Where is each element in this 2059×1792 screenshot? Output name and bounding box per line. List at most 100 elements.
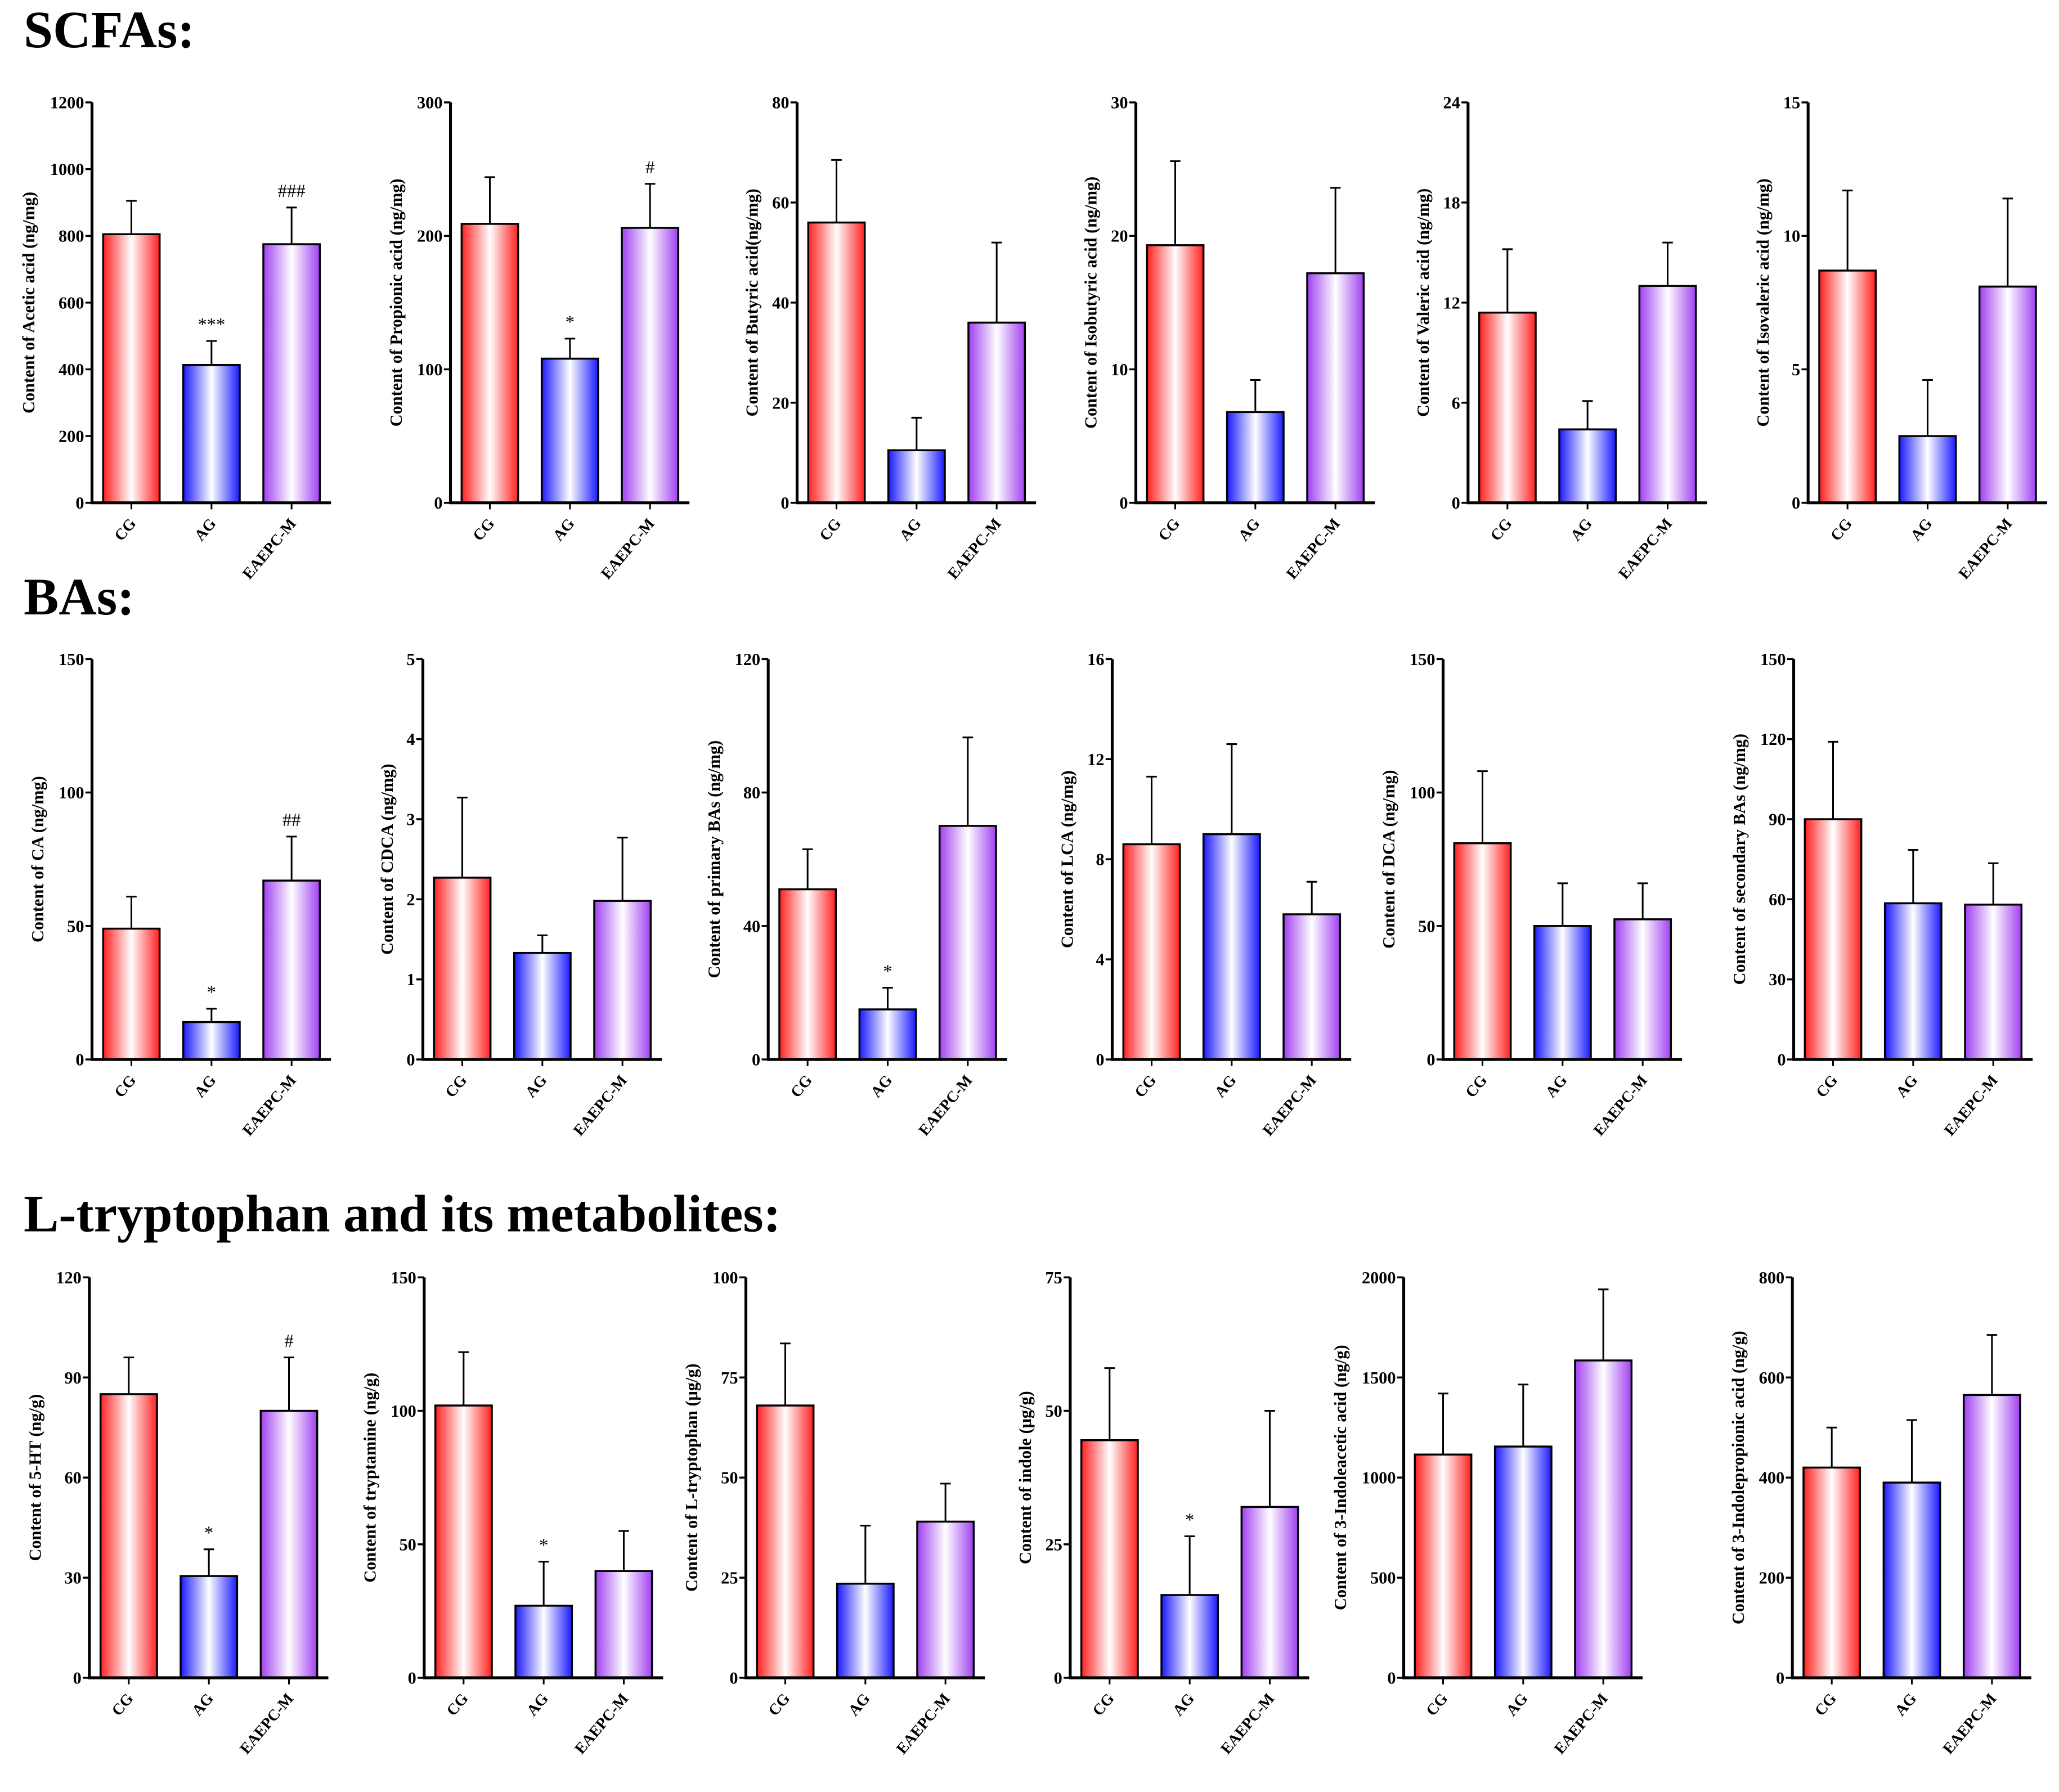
y-tick-label: 18 bbox=[1443, 193, 1460, 212]
x-tick-label: CG bbox=[816, 515, 845, 544]
bar-eaepc-m bbox=[1574, 1359, 1633, 1679]
bar-cg bbox=[102, 927, 161, 1061]
x-tick-label: CG bbox=[787, 1072, 816, 1101]
x-tick-label: AG bbox=[1567, 515, 1596, 544]
bar-eaepc-m bbox=[1306, 272, 1365, 504]
x-tick-label: CG bbox=[469, 515, 498, 544]
bar-ag bbox=[887, 449, 946, 504]
x-tick-label: EAEPC-M bbox=[239, 515, 300, 583]
y-tick-label: 200 bbox=[59, 427, 84, 446]
bar-chart: CG * AG EAEPC-M 0 50 100 150 Content of tryptami… bbox=[360, 1268, 663, 1758]
x-tick-label: EAEPC-M bbox=[1590, 1072, 1651, 1139]
bar-eaepc-m bbox=[1282, 913, 1342, 1061]
bar-cg bbox=[778, 888, 837, 1061]
y-tick-label: 600 bbox=[1759, 1368, 1785, 1387]
bar-chart: CG *** AG ### EAEPC-M 0 200 400 600 800 1000 1200 Co… bbox=[19, 93, 331, 583]
y-axis-label: Content of tryptamine (ng/g) bbox=[360, 1373, 379, 1583]
x-tick-label: CG bbox=[443, 1690, 472, 1719]
y-tick-label: 0 bbox=[75, 493, 84, 513]
y-tick-label: 50 bbox=[1046, 1402, 1062, 1421]
bar-cg bbox=[1453, 842, 1512, 1061]
bar-eaepc-m bbox=[593, 900, 652, 1061]
bar-eaepc-m bbox=[1978, 285, 2037, 504]
y-tick-label: 20 bbox=[1111, 227, 1128, 246]
x-tick-label: AG bbox=[1891, 1690, 1920, 1719]
y-tick-label: 300 bbox=[417, 93, 443, 113]
bar-eaepc-m bbox=[594, 1570, 653, 1679]
y-axis-label: Content of DCA (ng/mg) bbox=[1379, 770, 1398, 949]
y-axis-label: Content of 3-Indolepropionic acid (ng/g) bbox=[1729, 1331, 1748, 1624]
y-tick-label: 24 bbox=[1443, 93, 1460, 113]
y-tick-label: 0 bbox=[408, 1669, 416, 1688]
y-axis-label: Content of 3-Indoleacetic acid (ng/g) bbox=[1331, 1345, 1350, 1610]
bar-cg bbox=[1478, 311, 1537, 504]
x-tick-label: EAEPC-M bbox=[570, 1072, 631, 1139]
bar-ag bbox=[1226, 411, 1285, 504]
x-tick-label: AG bbox=[896, 515, 925, 544]
bar-cg bbox=[433, 877, 492, 1061]
y-tick-label: 10 bbox=[1783, 227, 1800, 246]
y-tick-label: 4 bbox=[406, 730, 415, 749]
x-tick-label: EAEPC-M bbox=[239, 1072, 300, 1139]
significance-label: ### bbox=[278, 181, 306, 201]
y-tick-label: 150 bbox=[391, 1268, 416, 1287]
bar-eaepc-m bbox=[1964, 904, 2023, 1061]
bar-eaepc-m bbox=[1962, 1394, 2021, 1679]
y-axis-label: Content of Isobutyric acid (ng/mg) bbox=[1082, 177, 1101, 429]
x-tick-label: AG bbox=[550, 515, 578, 544]
bar-cg bbox=[99, 1393, 158, 1679]
x-tick-label: EAEPC-M bbox=[1259, 1072, 1320, 1139]
x-tick-label: AG bbox=[1907, 515, 1936, 544]
y-tick-label: 50 bbox=[67, 917, 84, 936]
y-axis-label: Content of Isovaleric acid (ng/mg) bbox=[1753, 178, 1773, 426]
bar-eaepc-m bbox=[916, 1520, 975, 1679]
x-tick-label: CG bbox=[1811, 1690, 1840, 1719]
y-tick-label: 0 bbox=[434, 493, 442, 513]
bar-chart: CG AG EAEPC-M 0 20 40 60 80 Content of Butyric a… bbox=[743, 93, 1037, 583]
bar-ag bbox=[180, 1575, 239, 1679]
significance-label: * bbox=[204, 1523, 213, 1543]
x-tick-label: EAEPC-M bbox=[1217, 1690, 1278, 1758]
bar-ag bbox=[858, 1008, 917, 1061]
y-tick-label: 100 bbox=[417, 360, 443, 379]
bar-chart: CG AG EAEPC-M 0 4 8 12 16 Content of LCA (ng/mg) bbox=[1058, 650, 1352, 1139]
bar-ag bbox=[513, 951, 572, 1061]
bar-eaepc-m bbox=[1638, 285, 1697, 504]
y-tick-label: 150 bbox=[1760, 650, 1786, 669]
bar-ag bbox=[1160, 1594, 1219, 1679]
x-tick-label: AG bbox=[845, 1690, 874, 1719]
y-axis-label: Content of indole (μg/g) bbox=[1016, 1391, 1035, 1564]
x-tick-label: AG bbox=[1503, 1690, 1532, 1719]
y-tick-label: 400 bbox=[59, 360, 84, 379]
bar-eaepc-m bbox=[621, 227, 680, 504]
x-tick-label: CG bbox=[1131, 1072, 1160, 1101]
y-axis-label: Content of Butyric acid(ng/mg) bbox=[743, 188, 762, 416]
x-tick-label: CG bbox=[1423, 1690, 1451, 1719]
y-tick-label: 600 bbox=[59, 293, 84, 312]
y-tick-label: 100 bbox=[59, 783, 84, 802]
bar-cg bbox=[102, 233, 161, 504]
bar-ag bbox=[836, 1583, 895, 1679]
bar-eaepc-m bbox=[1240, 1506, 1299, 1679]
bar-ag bbox=[1533, 925, 1592, 1061]
y-tick-label: 90 bbox=[1769, 810, 1786, 829]
y-tick-label: 5 bbox=[406, 650, 415, 669]
y-tick-label: 50 bbox=[400, 1535, 416, 1554]
y-tick-label: 25 bbox=[1046, 1535, 1062, 1554]
bar-eaepc-m bbox=[259, 1409, 319, 1679]
bar-chart: CG AG EAEPC-M 0 50 100 150 Content of DCA (ng/m… bbox=[1379, 650, 1683, 1139]
y-tick-label: 25 bbox=[721, 1569, 738, 1588]
y-axis-label: Content of 5-HT (ng/g) bbox=[25, 1394, 44, 1561]
significance-label: * bbox=[566, 312, 575, 333]
y-tick-label: 0 bbox=[1054, 1669, 1062, 1688]
y-tick-label: 0 bbox=[1119, 493, 1128, 513]
y-tick-label: 500 bbox=[1370, 1569, 1396, 1588]
y-tick-label: 50 bbox=[721, 1468, 738, 1488]
significance-label: # bbox=[284, 1331, 293, 1351]
y-tick-label: 2 bbox=[406, 890, 415, 909]
bar-chart: CG AG EAEPC-M 0 25 50 75 100 Content of L-trypto… bbox=[682, 1268, 985, 1758]
bar-chart: CG * AG EAEPC-M 0 25 50 75 Content of indole (μg… bbox=[1016, 1268, 1309, 1758]
y-axis-label: Content of Valeric acid (ng/mg) bbox=[1414, 188, 1433, 417]
y-axis-label: Content of CA (ng/mg) bbox=[28, 776, 47, 942]
